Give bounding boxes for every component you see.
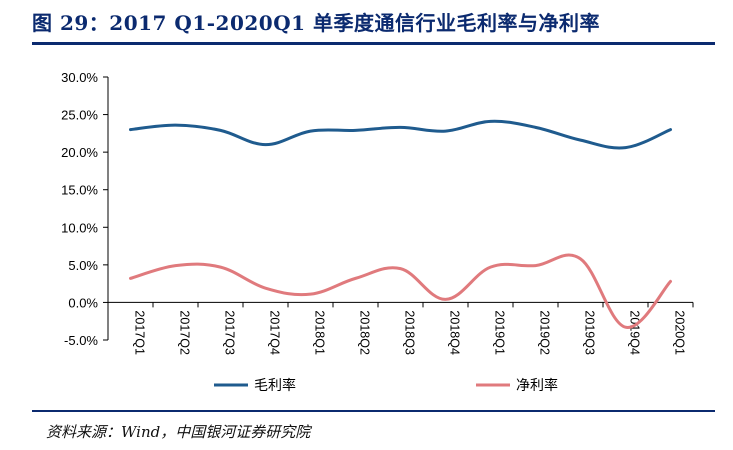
x-tick-label: 2019Q2 xyxy=(538,310,552,355)
x-tick-label: 2018Q2 xyxy=(358,310,372,355)
x-tick-label: 2019Q4 xyxy=(628,310,642,355)
y-tick-label: 5.0% xyxy=(68,258,98,273)
source-rule xyxy=(32,410,715,412)
legend-label-gross-margin: 毛利率 xyxy=(254,377,296,393)
x-axis: 2017Q1 2017Q2 2017Q3 2017Q4 2018Q1 2018Q2 2018… xyxy=(107,301,694,355)
series-line-net-margin xyxy=(129,253,672,329)
y-tick-label: -5.0% xyxy=(64,333,98,348)
series-line-gross-margin xyxy=(129,119,672,150)
y-axis: 30.0% 25.0% 20.0% 15.0% 10.0% 5.0% 0.0% -5.0% xyxy=(61,70,109,348)
x-tick-label: 2018Q1 xyxy=(313,310,327,355)
x-tick-label: 2017Q4 xyxy=(268,310,282,355)
y-tick-label: 30.0% xyxy=(61,70,98,85)
title-rule xyxy=(32,42,715,45)
y-tick-label: 25.0% xyxy=(61,108,98,123)
y-tick-label: 15.0% xyxy=(61,183,98,198)
legend-label-net-margin: 净利率 xyxy=(516,377,558,393)
source-note: 资料来源：Wind，中国银河证券研究院 xyxy=(46,423,311,441)
legend: 毛利率 净利率 xyxy=(214,377,558,393)
x-tick-label: 2017Q3 xyxy=(223,310,237,355)
figure-title: 图 29：2017 Q1-2020Q1 单季度通信行业毛利率与净利率 xyxy=(32,11,601,35)
x-tick-label: 2019Q3 xyxy=(583,310,597,355)
y-tick-label: 20.0% xyxy=(61,145,98,160)
x-tick-label: 2018Q4 xyxy=(448,310,462,355)
x-tick-label: 2017Q2 xyxy=(178,310,192,355)
series xyxy=(129,119,672,329)
x-tick-label: 2020Q1 xyxy=(673,310,687,355)
x-tick-label: 2018Q3 xyxy=(403,310,417,355)
x-tick-label: 2017Q1 xyxy=(133,310,147,355)
y-tick-label: 10.0% xyxy=(61,220,98,235)
y-tick-label: 0.0% xyxy=(68,295,98,310)
x-tick-label: 2019Q1 xyxy=(493,310,507,355)
